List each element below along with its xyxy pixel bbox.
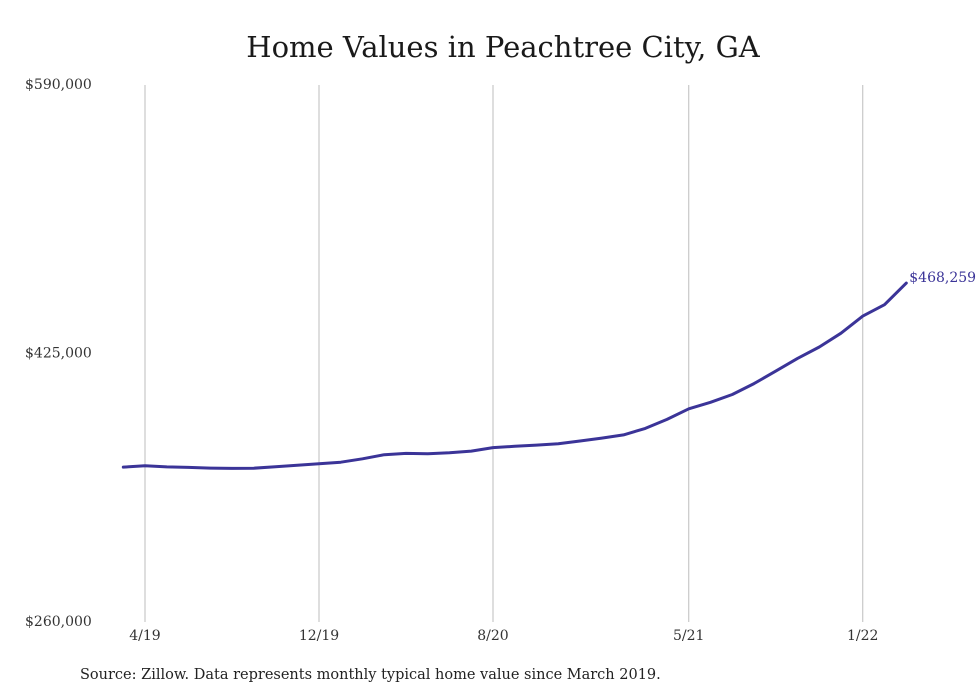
data-point xyxy=(296,464,298,466)
data-point xyxy=(905,282,907,284)
x-tick-label: 12/19 xyxy=(299,628,339,644)
end-value-label: $468,259 xyxy=(909,270,976,286)
data-point xyxy=(623,434,625,436)
series-line xyxy=(121,281,908,470)
data-point xyxy=(579,440,581,442)
x-axis-ticks: 4/19 12/19 8/20 5/21 1/22 xyxy=(129,628,878,644)
y-axis-ticks: $590,000 $425,000 $260,000 xyxy=(25,77,92,630)
data-point xyxy=(122,466,124,468)
data-point xyxy=(318,463,320,465)
data-point xyxy=(383,454,385,456)
data-point xyxy=(797,357,799,359)
data-point xyxy=(818,346,820,348)
data-point xyxy=(884,304,886,306)
chart-title: Home Values in Peachtree City, GA xyxy=(246,30,760,64)
data-point xyxy=(840,332,842,334)
data-point xyxy=(144,465,146,467)
x-tick-label: 1/22 xyxy=(847,628,878,644)
data-point xyxy=(340,461,342,463)
data-point xyxy=(470,450,472,452)
data-point xyxy=(688,408,690,410)
series-layer xyxy=(121,281,908,470)
data-point xyxy=(514,445,516,447)
y-tick-label: $425,000 xyxy=(25,346,92,362)
data-point xyxy=(557,443,559,445)
data-point xyxy=(188,466,190,468)
data-point xyxy=(775,370,777,372)
annotations: $468,259 xyxy=(909,270,976,286)
x-tick-label: 8/20 xyxy=(477,628,508,644)
data-point xyxy=(427,453,429,455)
source-note: Source: Zillow. Data represents monthly … xyxy=(80,667,661,683)
data-point xyxy=(862,315,864,317)
data-point xyxy=(209,467,211,469)
gridlines xyxy=(144,85,864,622)
y-tick-label: $260,000 xyxy=(25,614,92,630)
data-point xyxy=(231,467,233,469)
x-tick-label: 5/21 xyxy=(673,628,704,644)
data-point xyxy=(731,394,733,396)
data-point xyxy=(644,427,646,429)
y-tick-label: $590,000 xyxy=(25,77,92,93)
data-point xyxy=(492,447,494,449)
data-point xyxy=(666,418,668,420)
data-point xyxy=(275,466,277,468)
x-tick-label: 4/19 xyxy=(129,628,160,644)
data-point xyxy=(536,444,538,446)
data-point xyxy=(710,401,712,403)
data-point xyxy=(166,466,168,468)
data-point xyxy=(253,467,255,469)
data-point xyxy=(601,437,603,439)
data-point xyxy=(753,383,755,385)
data-point xyxy=(362,458,364,460)
data-point xyxy=(405,452,407,454)
data-point xyxy=(449,452,451,454)
